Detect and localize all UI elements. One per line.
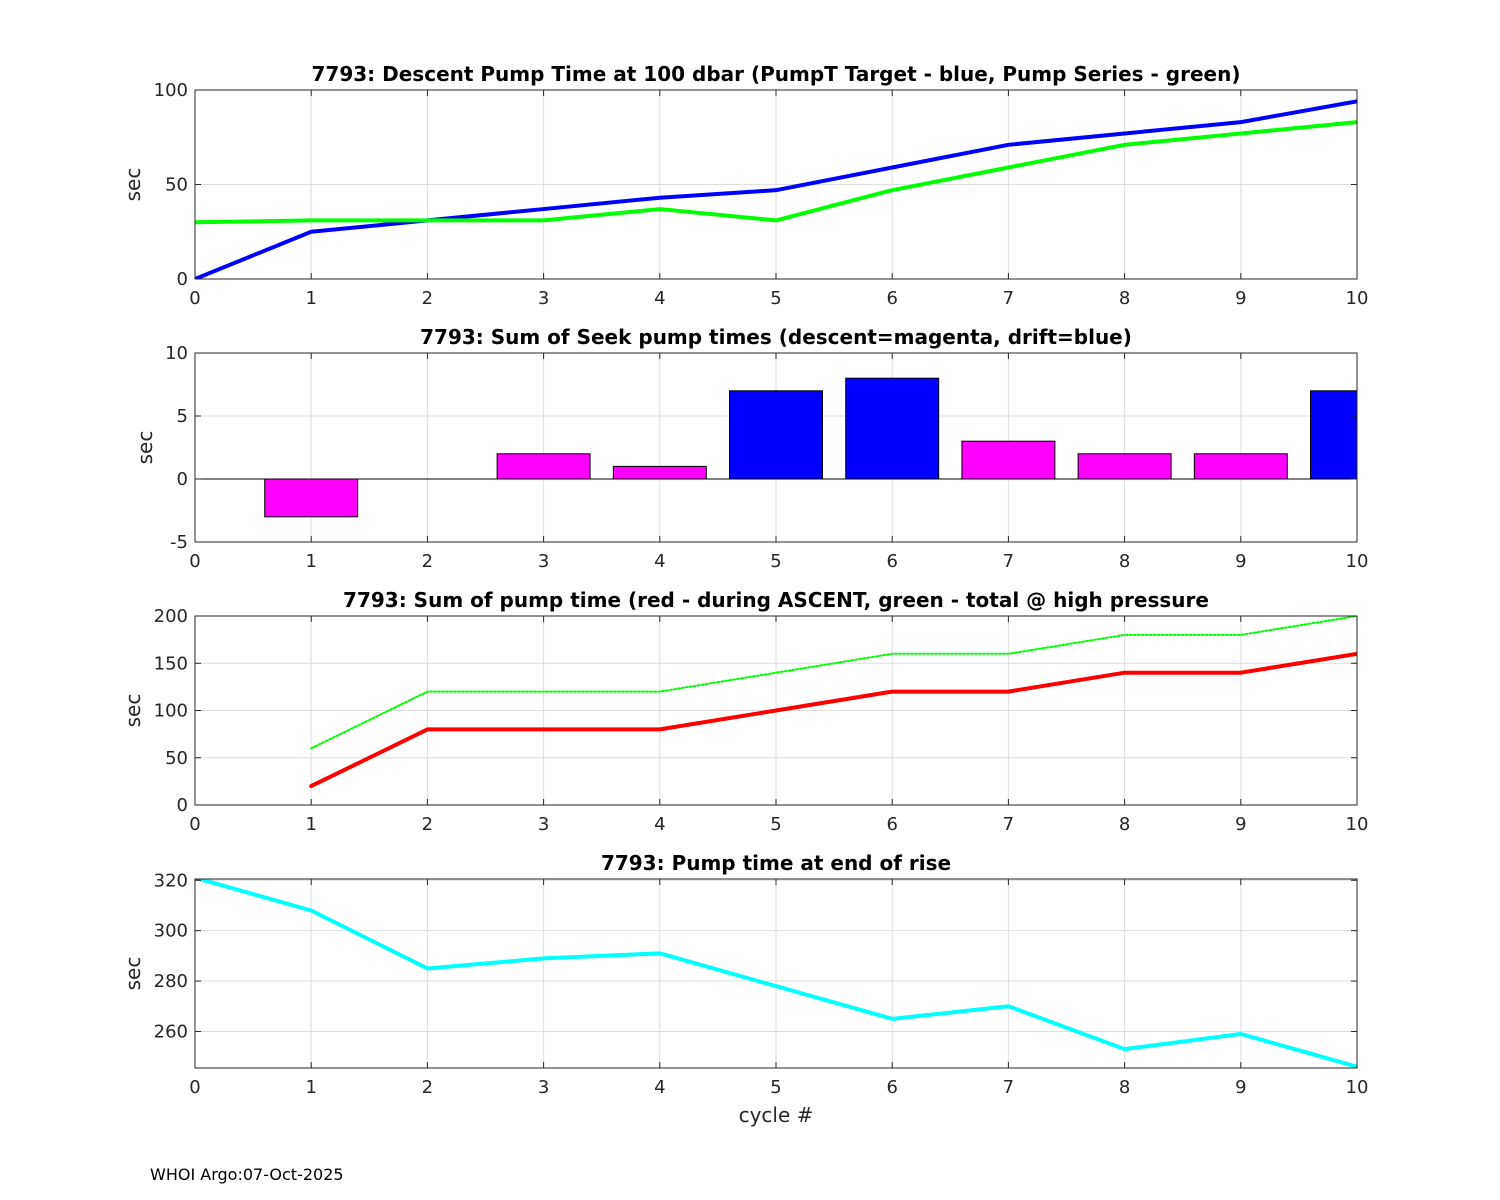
x-tick-label: 5 — [770, 288, 781, 309]
y-tick-label: 5 — [177, 406, 188, 427]
y-tick-label: 50 — [165, 175, 188, 196]
series-line-2 — [310, 616, 1357, 750]
y-tick-label: 50 — [165, 748, 188, 769]
x-tick-label: 8 — [1119, 814, 1130, 835]
x-tick-label: 7 — [1003, 288, 1014, 309]
chart-title: 7793: Descent Pump Time at 100 dbar (Pum… — [312, 62, 1241, 86]
x-tick-label: 4 — [654, 1077, 665, 1098]
x-tick-label: 2 — [422, 288, 433, 309]
x-tick-label: 6 — [886, 814, 897, 835]
x-tick-label: 9 — [1235, 814, 1246, 835]
x-tick-label: 3 — [538, 814, 549, 835]
y-tick-label: -5 — [170, 532, 188, 553]
x-tick-label: 9 — [1235, 288, 1246, 309]
x-tick-label: 8 — [1119, 288, 1130, 309]
x-tick-label: 3 — [538, 1077, 549, 1098]
y-axis-label: sec — [121, 694, 145, 728]
chart-panel-4: 0 1 2 3 4 5 6 7 8 9 10 260 280 300 320 7793: Pump time … — [121, 851, 1368, 1127]
y-tick-label: 200 — [154, 606, 188, 627]
bar-cycle-6 — [845, 377, 940, 480]
bar-cycle-10 — [1310, 390, 1358, 480]
x-tick-label: 7 — [1003, 814, 1014, 835]
x-tick-label: 6 — [886, 551, 897, 572]
x-tick-label: 2 — [422, 551, 433, 572]
x-tick-label: 4 — [654, 288, 665, 309]
y-tick-label: 260 — [154, 1021, 188, 1042]
bar-cycle-3 — [496, 453, 591, 480]
chart-title: 7793: Sum of pump time (red - during ASC… — [343, 588, 1209, 612]
bar-cycle-1 — [264, 478, 359, 518]
x-tick-label: 2 — [422, 1077, 433, 1098]
bar-cycle-9 — [1193, 453, 1288, 480]
x-tick-label: 7 — [1003, 1077, 1014, 1098]
x-tick-label: 10 — [1346, 288, 1369, 309]
x-tick-label: 10 — [1346, 551, 1369, 572]
x-tick-label: 1 — [305, 288, 316, 309]
series-line-1 — [309, 651, 1357, 789]
x-tick-label: 7 — [1003, 551, 1014, 572]
y-tick-label: 0 — [177, 795, 188, 816]
x-tick-label: 0 — [189, 288, 200, 309]
y-axis-label: sec — [121, 168, 145, 202]
x-tick-label: 0 — [189, 814, 200, 835]
x-tick-label: 6 — [886, 288, 897, 309]
x-tick-label: 5 — [770, 551, 781, 572]
x-tick-label: 9 — [1235, 551, 1246, 572]
x-tick-label: 10 — [1346, 814, 1369, 835]
y-tick-label: 100 — [154, 80, 188, 101]
x-tick-label: 3 — [538, 288, 549, 309]
bar-cycle-8 — [1077, 453, 1172, 480]
x-tick-label: 0 — [189, 1077, 200, 1098]
footer-credit: WHOI Argo:07-Oct-2025 — [150, 1165, 344, 1184]
x-tick-label: 4 — [654, 551, 665, 572]
y-tick-label: 280 — [154, 971, 188, 992]
series-line-1 — [195, 99, 1357, 279]
y-tick-label: 0 — [177, 269, 188, 290]
y-axis-label: sec — [121, 957, 145, 991]
bar-cycle-4 — [612, 465, 707, 480]
x-tick-label: 8 — [1119, 551, 1130, 572]
y-tick-label: 10 — [165, 343, 188, 364]
x-tick-label: 9 — [1235, 1077, 1246, 1098]
x-tick-label: 10 — [1346, 1077, 1369, 1098]
chart-title: 7793: Sum of Seek pump times (descent=ma… — [420, 325, 1132, 349]
x-tick-label: 4 — [654, 814, 665, 835]
series-line-2 — [195, 120, 1357, 225]
y-tick-label: 300 — [154, 921, 188, 942]
chart-title: 7793: Pump time at end of rise — [601, 851, 951, 875]
x-tick-label: 5 — [770, 814, 781, 835]
x-tick-label: 0 — [189, 551, 200, 572]
x-tick-label: 8 — [1119, 1077, 1130, 1098]
x-tick-label: 1 — [305, 814, 316, 835]
x-tick-label: 2 — [422, 814, 433, 835]
x-tick-label: 1 — [305, 1077, 316, 1098]
y-tick-label: 100 — [154, 701, 188, 722]
x-tick-label: 5 — [770, 1077, 781, 1098]
bar-cycle-5 — [729, 390, 823, 480]
series-line-1 — [195, 879, 1357, 1068]
y-tick-label: 320 — [154, 870, 188, 891]
x-tick-label: 6 — [886, 1077, 897, 1098]
x-tick-label: 1 — [305, 551, 316, 572]
y-tick-label: 150 — [154, 653, 188, 674]
bar-cycle-7 — [961, 440, 1056, 480]
y-axis-label: sec — [133, 431, 157, 465]
x-tick-label: 3 — [538, 551, 549, 572]
y-tick-label: 0 — [177, 469, 188, 490]
x-axis-label: cycle # — [739, 1103, 814, 1127]
